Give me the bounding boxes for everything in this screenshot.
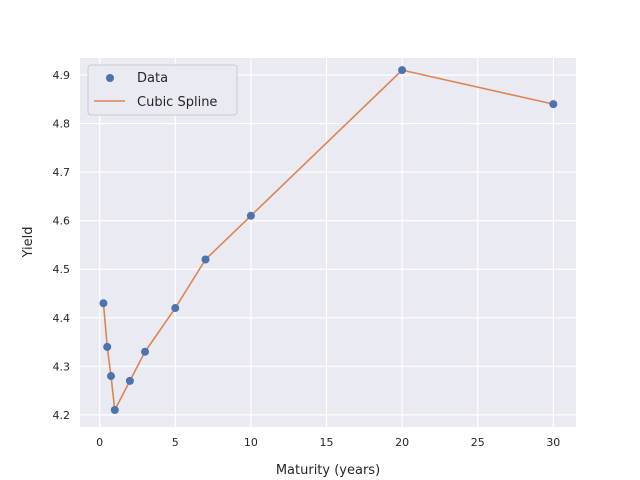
legend-box: [87, 64, 238, 116]
x-tick-label: 0: [96, 436, 103, 449]
data-point: [549, 100, 558, 109]
data-point: [107, 372, 115, 381]
x-tick-label: 20: [395, 436, 409, 449]
y-axis-label: Yield: [21, 227, 36, 259]
y-tick-label: 4.5: [53, 263, 71, 276]
y-tick-label: 4.4: [53, 312, 71, 325]
y-tick-label: 4.9: [53, 69, 71, 82]
plot-area: [80, 58, 576, 427]
series-layer: [99, 66, 558, 415]
y-tick-label: 4.6: [53, 215, 71, 228]
data-point: [99, 299, 108, 308]
legend-data-label: Data: [137, 71, 168, 86]
x-tick-labels: 0 5 10 15 20 25 30: [96, 436, 560, 449]
data-point: [110, 406, 119, 415]
legend: Data Cubic Spline: [87, 64, 238, 116]
x-tick-label: 15: [319, 436, 333, 449]
x-axis-label: Maturity (years): [276, 463, 380, 478]
legend-spline-label: Cubic Spline: [137, 95, 217, 110]
data-point: [398, 66, 407, 75]
data-point: [171, 304, 180, 313]
x-tick-label: 10: [244, 436, 258, 449]
x-tick-label: 25: [471, 436, 485, 449]
data-point: [103, 342, 112, 351]
grid-lines: [80, 58, 576, 427]
data-point: [125, 376, 134, 385]
data-point: [246, 211, 255, 220]
y-tick-labels: 4.2 4.3 4.4 4.5 4.6 4.7 4.8 4.9: [53, 69, 71, 422]
y-tick-label: 4.2: [53, 409, 71, 422]
x-tick-label: 5: [172, 436, 179, 449]
x-tick-label: 30: [546, 436, 560, 449]
data-point: [201, 255, 210, 264]
y-tick-label: 4.8: [53, 118, 71, 131]
legend-data-marker: [106, 74, 114, 82]
y-tick-label: 4.3: [53, 360, 71, 373]
data-point: [141, 347, 150, 356]
y-tick-label: 4.7: [53, 166, 71, 179]
